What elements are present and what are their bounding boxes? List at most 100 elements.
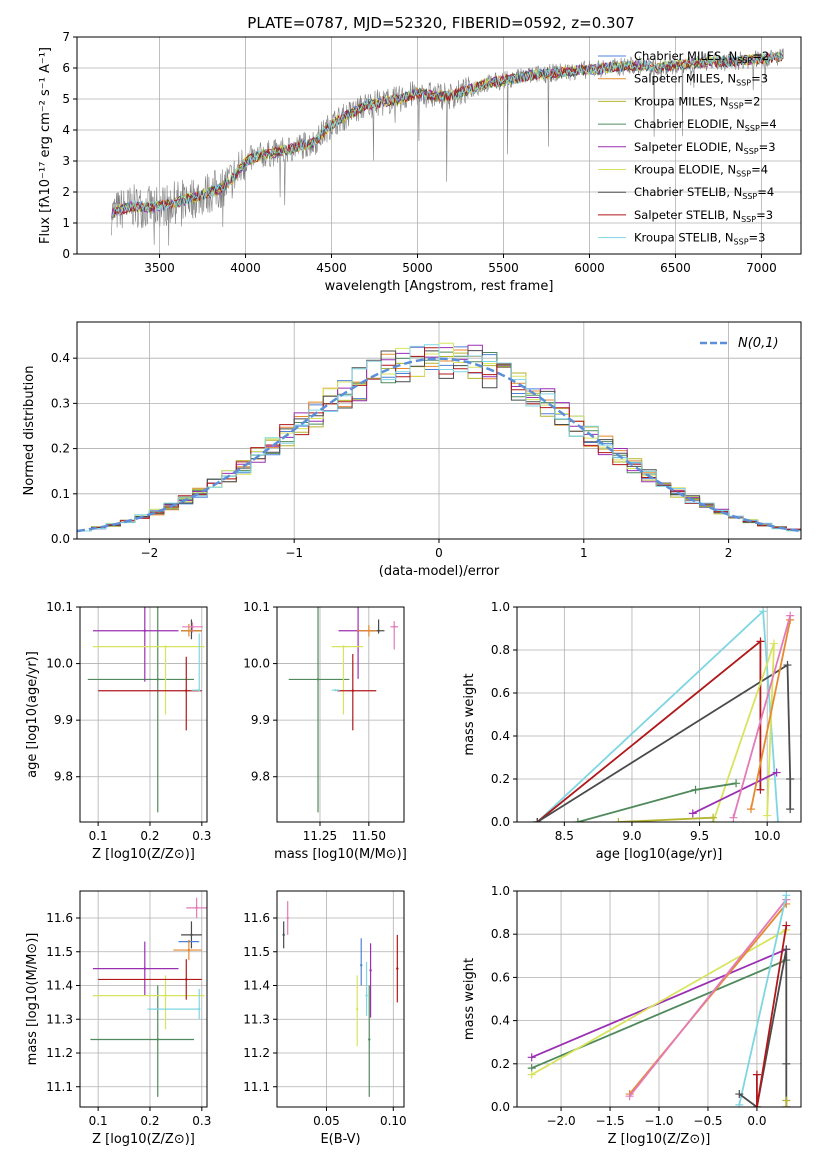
legend-suffix: =3 bbox=[756, 208, 773, 222]
legend-label: Kroupa ELODIE, NSSP=4 bbox=[634, 163, 768, 179]
figure-title: PLATE=0787, MJD=52320, FIBERID=0592, z=0… bbox=[247, 14, 634, 32]
x-tick-label: 0.2 bbox=[140, 829, 159, 843]
x-axis-label: wavelength [Angstrom, rest frame] bbox=[325, 279, 554, 294]
y-tick-label: 5 bbox=[62, 92, 70, 106]
x-tick-label: 11.50 bbox=[352, 829, 386, 843]
data-point bbox=[187, 948, 191, 952]
y-tick-label: 10.0 bbox=[46, 657, 73, 671]
y-tick-label: 0.4 bbox=[491, 729, 510, 743]
x-tick-label: 0.1 bbox=[89, 829, 108, 843]
plus-marker bbox=[782, 945, 791, 954]
x-tick-label: 0 bbox=[435, 546, 443, 560]
y-tick-label: 0.6 bbox=[491, 686, 510, 700]
x-tick-label: 0.3 bbox=[192, 1114, 211, 1128]
y-tick-label: 11.3 bbox=[46, 1012, 73, 1026]
plus-marker bbox=[691, 785, 700, 794]
data-point bbox=[286, 916, 289, 920]
y-tick-label: 3 bbox=[62, 154, 70, 168]
legend-subscript: SSP bbox=[736, 79, 751, 88]
series-line bbox=[738, 895, 788, 1105]
data-point bbox=[156, 1038, 159, 1041]
legend: Chabrier MILES, NSSP=2 Salpeter MILES, NS… bbox=[598, 49, 777, 247]
legend-label: Chabrier MILES, NSSP=2 bbox=[634, 49, 769, 65]
x-tick-label: 7000 bbox=[746, 261, 777, 275]
y-tick-label: 0.0 bbox=[491, 815, 510, 829]
plus-marker bbox=[746, 805, 755, 814]
plus-marker bbox=[573, 818, 582, 822]
x-tick-label: 5000 bbox=[402, 261, 433, 275]
y-tick-label: 11.2 bbox=[243, 1046, 270, 1060]
legend-label: Kroupa STELIB, NSSP=3 bbox=[634, 231, 765, 247]
y-tick-label: 11.6 bbox=[46, 911, 73, 925]
data-point bbox=[143, 629, 146, 632]
x-tick-label: 9.5 bbox=[690, 829, 709, 843]
x-axis-label: age [log10(age/yr)] bbox=[596, 847, 723, 862]
y-tick-label: 0.2 bbox=[491, 1057, 510, 1071]
x-tick-label: −1.0 bbox=[644, 1114, 673, 1128]
data-point bbox=[367, 629, 371, 632]
data-point bbox=[143, 967, 146, 970]
data-point bbox=[334, 688, 337, 692]
legend-label: Chabrier ELODIE, NSSP=4 bbox=[634, 117, 777, 133]
plus-marker bbox=[774, 818, 783, 822]
plus-marker bbox=[786, 775, 795, 783]
y-tick-label: 0.3 bbox=[51, 396, 70, 410]
legend-suffix: =2 bbox=[752, 49, 769, 63]
data-point bbox=[164, 645, 167, 648]
plus-marker bbox=[782, 921, 791, 930]
y-tick-label: 11.1 bbox=[46, 1080, 73, 1094]
y-tick-label: 0.6 bbox=[491, 970, 510, 984]
plot-area bbox=[533, 607, 795, 822]
data-point bbox=[191, 625, 194, 629]
y-axis-label: age [log10(age/yr)] bbox=[25, 651, 40, 778]
plot-area bbox=[288, 607, 399, 813]
legend-label: N(0,1) bbox=[738, 336, 779, 351]
legend-subscript: SSP bbox=[742, 192, 757, 201]
series-line bbox=[628, 899, 788, 1097]
series-line bbox=[577, 782, 737, 822]
series-line bbox=[531, 948, 787, 1059]
panel-mass_weight_vs_age: 8.5 9.0 9.5 10.0 0.0 0.2 0.4 0.6 0.8 1.0 age [log1… bbox=[462, 600, 802, 862]
y-tick-label: 6 bbox=[62, 61, 70, 75]
legend-suffix: =2 bbox=[744, 94, 761, 108]
x-tick-label: 0.10 bbox=[380, 1114, 407, 1128]
plus-marker bbox=[786, 611, 795, 620]
x-tick-label: 3500 bbox=[144, 261, 175, 275]
histogram-step bbox=[77, 344, 801, 532]
panel-mass_vs_Z: 0.1 0.2 0.3 11.1 11.2 11.3 11.4 11.5 11.6 Z [log1… bbox=[25, 890, 211, 1147]
x-axis-label: (data-model)/error bbox=[379, 564, 500, 579]
data-point bbox=[198, 688, 201, 692]
gridlines bbox=[80, 606, 207, 822]
legend-suffix: =3 bbox=[751, 72, 768, 86]
plot-area bbox=[90, 897, 207, 1097]
data-point bbox=[187, 629, 191, 632]
data-point bbox=[360, 964, 363, 967]
x-axis-label: Z [log10(Z/Z⊙)] bbox=[608, 1132, 711, 1147]
plus-marker bbox=[769, 639, 778, 648]
legend-subscript: SSP bbox=[741, 215, 756, 224]
normal-curve bbox=[77, 357, 801, 533]
y-tick-label: 11.6 bbox=[243, 911, 270, 925]
x-tick-label: −2.0 bbox=[546, 1114, 575, 1128]
x-tick-label: 0.05 bbox=[313, 1114, 340, 1128]
y-tick-label: 11.5 bbox=[243, 945, 270, 959]
y-tick-label: 0.0 bbox=[491, 1100, 510, 1114]
legend-label: Salpeter STELIB, NSSP=3 bbox=[634, 208, 773, 224]
y-tick-label: 11.3 bbox=[243, 1012, 270, 1026]
plus-marker bbox=[527, 1053, 536, 1062]
y-tick-label: 9.9 bbox=[251, 713, 270, 727]
panel-age_vs_Z: 0.1 0.2 0.3 9.8 9.9 10.0 10.1 Z [log10(Z/Z⊙)] ag… bbox=[25, 600, 211, 862]
legend-suffix: =4 bbox=[760, 117, 777, 131]
plus-marker bbox=[782, 1103, 791, 1107]
model-spectrum-line bbox=[111, 53, 784, 220]
y-tick-label: 1.0 bbox=[491, 884, 510, 898]
x-tick-label: −2 bbox=[141, 546, 159, 560]
axes-frame bbox=[276, 606, 405, 823]
axes-frame bbox=[79, 606, 208, 823]
data-point bbox=[356, 1007, 359, 1011]
plus-marker bbox=[786, 805, 795, 814]
x-tick-label: 8.5 bbox=[555, 829, 574, 843]
plus-marker bbox=[756, 785, 765, 794]
y-tick-label: 10.0 bbox=[243, 657, 270, 671]
x-tick-label: 0.3 bbox=[192, 829, 211, 843]
